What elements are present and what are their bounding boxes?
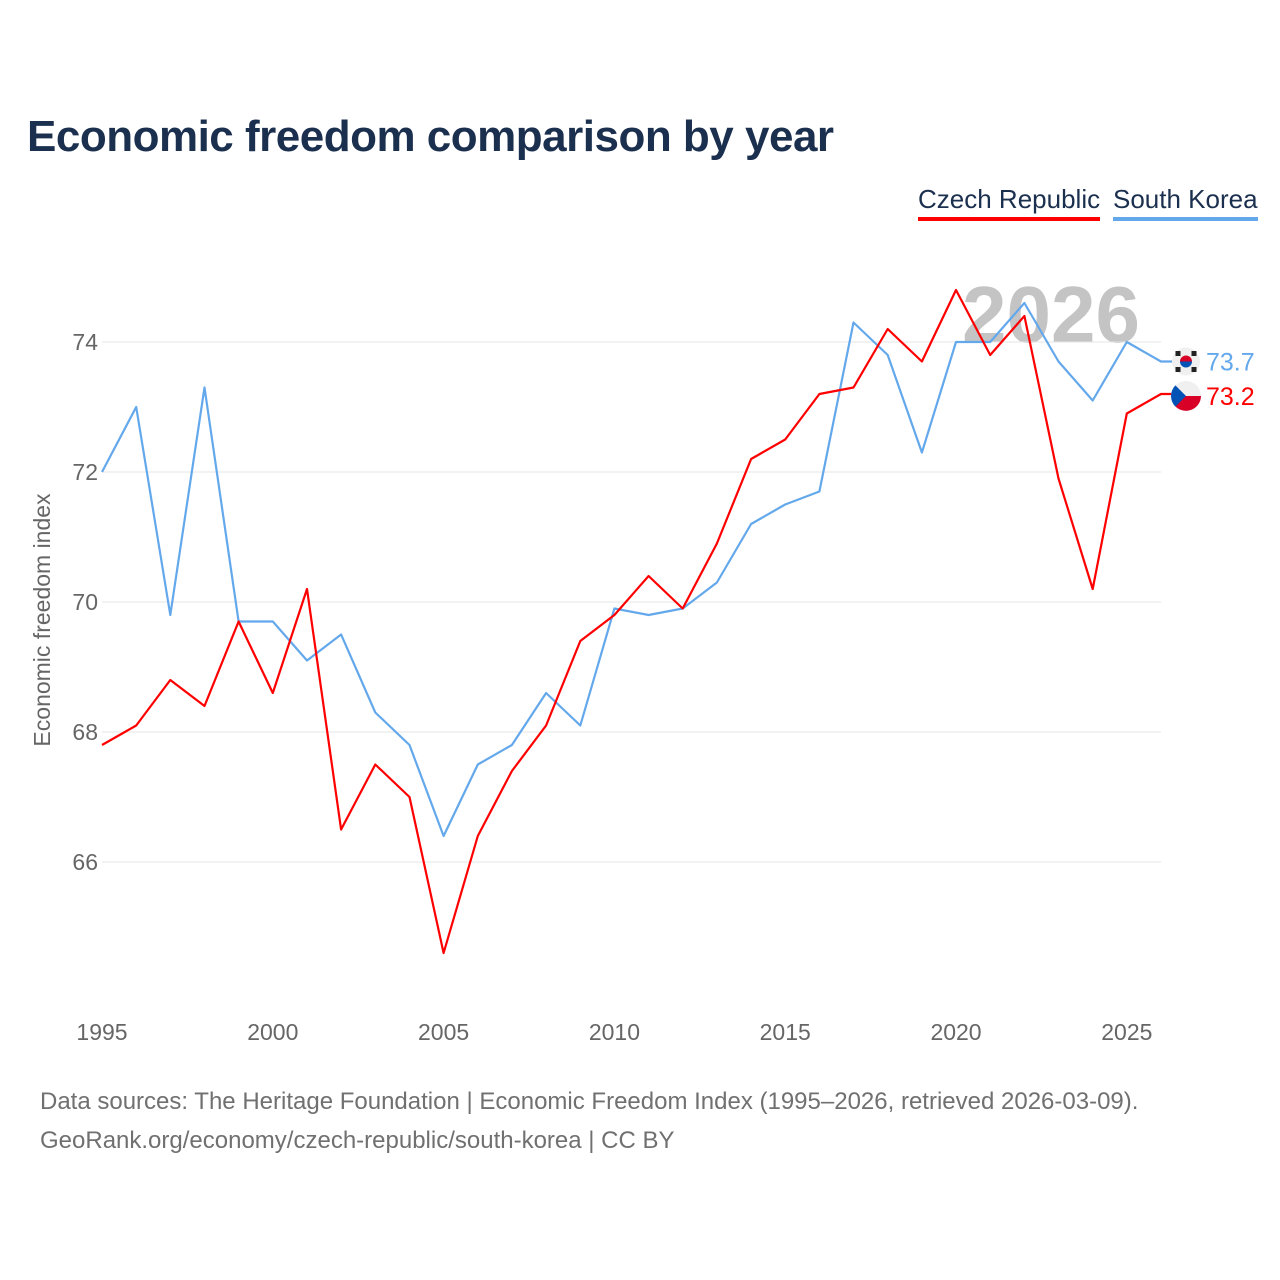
footer-source: Data sources: The Heritage Foundation | … [40, 1088, 1139, 1115]
y-tick-label: 66 [72, 849, 98, 875]
footer-link[interactable]: GeoRank.org/economy/czech-republic/south… [40, 1127, 675, 1154]
x-tick-label: 2015 [760, 1019, 811, 1045]
chart-title: Economic freedom comparison by year [27, 112, 834, 161]
y-axis-label: Economic freedom index [29, 493, 55, 747]
y-tick-label: 72 [72, 459, 98, 485]
y-tick-label: 74 [72, 329, 98, 355]
flag-trigram [1175, 351, 1181, 356]
legend-czech-republic[interactable]: Czech Republic [918, 184, 1101, 221]
y-tick-label: 68 [72, 719, 98, 745]
legend-south-korea[interactable]: South Korea [1113, 184, 1258, 221]
x-tick-label: 2010 [589, 1019, 640, 1045]
x-tick-label: 2005 [418, 1019, 469, 1045]
y-tick-label: 70 [72, 589, 98, 615]
series-line-czech-republic [101, 288, 1172, 955]
flag-trigram [1191, 367, 1197, 372]
flag-trigram [1175, 367, 1181, 372]
flag-blue-triangle [1171, 385, 1186, 407]
flag-taegeuk-blue [1180, 361, 1192, 368]
x-tick-label: 2000 [247, 1019, 298, 1045]
x-tick-label: 1995 [76, 1019, 127, 1045]
flag-taegeuk-red [1180, 355, 1192, 362]
series-line-south-korea [101, 301, 1172, 838]
flag-trigram [1191, 351, 1197, 356]
x-tick-label: 2020 [930, 1019, 981, 1045]
end-label-south-korea: 73.7 [1206, 349, 1255, 377]
end-label-czech-republic: 73.2 [1206, 383, 1255, 411]
year-watermark: 2026 [962, 270, 1140, 359]
x-tick-label: 2025 [1101, 1019, 1152, 1045]
